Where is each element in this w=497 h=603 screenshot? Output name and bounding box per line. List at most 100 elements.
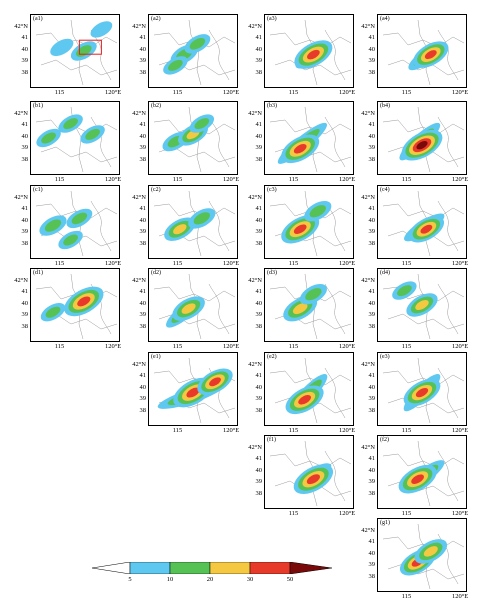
precip-contour [305, 288, 322, 301]
province-border [40, 146, 118, 163]
latitude-tick-label: 42°N [132, 193, 146, 201]
longitude-tick-label: 115 [172, 427, 183, 434]
province-border [382, 453, 465, 469]
province-border [387, 397, 465, 414]
longitude-tick-label: 115 [172, 260, 183, 267]
latitude-tick-label: 39 [255, 57, 263, 65]
latitude-tick-label: 42°N [248, 193, 262, 201]
precip-contour [63, 234, 78, 246]
province-border [153, 286, 236, 302]
latitude-tick-label: 39 [368, 57, 376, 65]
latitude-tick-label: 42°N [132, 360, 146, 368]
latitude-tick-label: 41 [139, 288, 147, 296]
latitude-tick-label: 42°N [361, 443, 375, 451]
longitude-tick-label: 120°E [338, 260, 356, 267]
province-border [269, 370, 352, 386]
longitude-tick-label: 120°E [338, 427, 356, 434]
precip-contour [415, 299, 429, 311]
latitude-tick-label: 40 [21, 45, 29, 53]
latitude-tick-label: 42°N [361, 360, 375, 368]
latitude-tick-label: 42°N [361, 526, 375, 534]
colorbar [92, 562, 332, 574]
province-border [437, 283, 459, 335]
longitude-tick-label: 120°E [451, 176, 469, 183]
map-canvas [153, 19, 236, 86]
longitude-tick-label: 120°E [338, 343, 356, 350]
latitude-tick-label: 39 [139, 144, 147, 152]
precip-contour [424, 50, 437, 60]
latitude-tick-label: 42°N [248, 443, 262, 451]
precip-contour [50, 38, 74, 57]
colorbar-segment [209, 562, 251, 574]
map-panel: (d1) [30, 268, 120, 342]
longitude-tick-label: 120°E [451, 260, 469, 267]
province-border [35, 32, 118, 48]
latitude-tick-label: 40 [21, 299, 29, 307]
longitude-tick-label: 120°E [338, 510, 356, 517]
precip-contour [292, 303, 308, 315]
map-panel: (a3) [264, 14, 354, 88]
panel-label: (e1) [151, 354, 161, 360]
latitude-tick-label: 38 [139, 239, 147, 247]
latitude-tick-label: 38 [21, 239, 29, 247]
highlight-box [78, 39, 102, 55]
longitude-tick-label: 115 [288, 260, 299, 267]
precip-contour [181, 303, 196, 314]
panel-label: (f2) [380, 437, 389, 443]
precip-contour [77, 296, 91, 307]
latitude-tick-label: 38 [21, 68, 29, 76]
latitude-tick-label: 41 [139, 372, 147, 380]
panel-label: (c3) [267, 187, 277, 193]
map-canvas [382, 357, 465, 424]
longitude-tick-label: 115 [401, 510, 412, 517]
map-panel: (a1) [30, 14, 120, 88]
latitude-tick-label: 41 [368, 538, 376, 546]
map-panel: (b4) [377, 101, 467, 175]
longitude-tick-label: 120°E [104, 343, 122, 350]
latitude-tick-label: 38 [368, 489, 376, 497]
longitude-tick-label: 115 [172, 343, 183, 350]
longitude-tick-label: 120°E [104, 260, 122, 267]
longitude-tick-label: 115 [288, 510, 299, 517]
latitude-tick-label: 39 [368, 228, 376, 236]
latitude-tick-label: 39 [368, 478, 376, 486]
latitude-tick-label: 39 [21, 228, 29, 236]
panel-label: (a2) [151, 16, 161, 22]
longitude-tick-label: 115 [288, 89, 299, 96]
latitude-tick-label: 42°N [132, 22, 146, 30]
precip-contour [416, 141, 428, 150]
latitude-tick-label: 39 [255, 311, 263, 319]
map-panel: (c2) [148, 185, 238, 259]
province-border [324, 283, 346, 335]
longitude-tick-label: 120°E [451, 593, 469, 600]
latitude-tick-label: 38 [255, 239, 263, 247]
province-border [382, 203, 465, 219]
precip-contour [63, 118, 78, 130]
longitude-tick-label: 120°E [338, 89, 356, 96]
longitude-tick-label: 115 [401, 89, 412, 96]
latitude-tick-label: 42°N [248, 109, 262, 117]
precip-contour [189, 37, 206, 50]
map-panel: (c1) [30, 185, 120, 259]
panel-label: (c4) [380, 187, 390, 193]
longitude-tick-label: 120°E [451, 427, 469, 434]
map-canvas [382, 19, 465, 86]
precip-contour [45, 306, 61, 318]
panel-label: (c1) [33, 187, 43, 193]
precip-contour [186, 387, 200, 398]
latitude-tick-label: 42°N [361, 276, 375, 284]
map-canvas [35, 106, 118, 173]
colorbar-under-triangle [92, 562, 131, 574]
longitude-tick-label: 120°E [451, 510, 469, 517]
latitude-tick-label: 40 [139, 383, 147, 391]
longitude-tick-label: 120°E [222, 343, 240, 350]
latitude-tick-label: 41 [21, 34, 29, 42]
latitude-tick-label: 42°N [248, 22, 262, 30]
latitude-tick-label: 40 [139, 45, 147, 53]
map-panel: (e1) [148, 352, 238, 426]
latitude-tick-label: 38 [368, 239, 376, 247]
latitude-tick-label: 40 [255, 383, 263, 391]
province-border [382, 32, 465, 48]
latitude-tick-label: 42°N [248, 276, 262, 284]
map-canvas [153, 106, 236, 173]
